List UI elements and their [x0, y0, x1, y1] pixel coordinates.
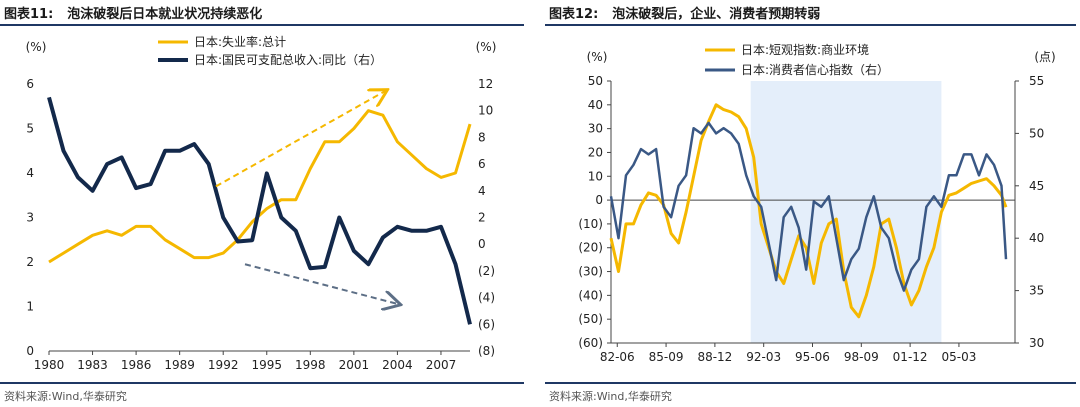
left-axis-unit: (%): [587, 50, 608, 64]
legend-label-income: 日本:国民可支配总收入:同比（右）: [194, 52, 382, 67]
y-left-tick-label: 30: [588, 122, 603, 136]
y-left-tick-label: (60): [578, 336, 603, 350]
x-tick-label: 1989: [164, 358, 195, 372]
left-axis-unit: (%): [26, 40, 47, 54]
y-left-tick-label: 20: [588, 145, 603, 159]
y-right-tick-label: 35: [1029, 284, 1044, 298]
trend-arrow-down: [244, 263, 399, 304]
y-right-tick-label: 50: [1029, 126, 1044, 140]
x-tick-label: 98-09: [844, 350, 879, 364]
x-tick-label: 2004: [382, 358, 413, 372]
y-right-tick-label: 2: [478, 211, 486, 225]
x-tick-label: 1998: [295, 358, 326, 372]
y-right-tick-label: 4: [478, 184, 486, 198]
x-tick-label: 92-03: [746, 350, 781, 364]
source-note: 资料来源:Wind,华泰研究: [4, 390, 127, 403]
legend-label-tankan: 日本:短观指数:商业环境: [741, 42, 869, 57]
legend-label-unemployment: 日本:失业率:总计: [194, 34, 286, 49]
right-axis-unit: (点): [1034, 50, 1055, 64]
x-tick-label: 2001: [339, 358, 370, 372]
x-tick-label: 85-09: [649, 350, 684, 364]
x-tick-label: 95-06: [795, 350, 830, 364]
y-left-tick-label: 0: [595, 193, 603, 207]
y-left-tick-label: 10: [588, 169, 603, 183]
chart-title-left: 图表11: 泡沫破裂后日本就业状况持续恶化: [4, 3, 262, 22]
x-tick-label: 1992: [208, 358, 239, 372]
legend-label-consumer: 日本:消费者信心指数（右）: [741, 62, 889, 77]
y-left-tick-label: (50): [578, 312, 603, 326]
chart-panel-right: 图表12: 泡沫破裂后，企业、消费者预期转弱 (%) (点) (60) (50) (40)…: [545, 0, 1080, 407]
x-tick-label: 1986: [121, 358, 152, 372]
y-left-tick-label: 2: [26, 255, 34, 269]
y-left-tick-label: (10): [578, 217, 603, 231]
y-left-tick-label: (40): [578, 288, 603, 302]
y-right-tick-label: 0: [478, 237, 486, 251]
series-line-tankan: [609, 103, 1008, 319]
y-left-tick-label: 3: [26, 211, 34, 225]
x-tick-label: 01-12: [893, 350, 928, 364]
chart-panel-left: 图表11: 泡沫破裂后日本就业状况持续恶化 (%) (%) 0 1 2 3 4 5 6 (8) (6)…: [0, 0, 528, 407]
x-tick-label: 82-06: [600, 350, 635, 364]
x-tick-label: 2007: [426, 358, 457, 372]
y-right-tick-label: (2): [478, 264, 495, 278]
chart-title-right: 图表12: 泡沫破裂后，企业、消费者预期转弱: [549, 3, 820, 22]
title-divider: [545, 24, 1076, 26]
y-left-tick-label: 4: [26, 166, 34, 180]
x-tick-label: 05-03: [941, 350, 976, 364]
source-divider: [545, 382, 1076, 384]
x-tick-label: 1995: [251, 358, 282, 372]
y-left-tick-label: (30): [578, 265, 603, 279]
figure-number: 图表12:: [549, 7, 599, 22]
figure-title: 泡沫破裂后日本就业状况持续恶化: [67, 7, 263, 22]
trend-arrow-up: [215, 91, 386, 188]
y-right-tick-label: 6: [478, 157, 486, 171]
y-right-tick-label: 55: [1029, 74, 1044, 88]
x-tick-label: 1980: [34, 358, 65, 372]
figure-number: 图表11:: [4, 7, 54, 22]
source-note: 资料来源:Wind,华泰研究: [549, 390, 672, 403]
source-divider: [0, 382, 524, 384]
tankan-consumer-confidence-chart: (%) (点) (60) (50) (40) (30) (20) (10) 0 10 20 30 40 5…: [578, 42, 1055, 364]
y-right-tick-label: 45: [1029, 179, 1044, 193]
right-axis-unit: (%): [476, 40, 497, 54]
series-line-unemployment: [48, 109, 472, 264]
y-right-tick-label: 40: [1029, 231, 1044, 245]
x-tick-label: 1983: [77, 358, 108, 372]
series-line-consumer: [609, 121, 1008, 292]
series-line-income: [47, 96, 472, 325]
y-right-tick-label: 8: [478, 130, 486, 144]
y-right-tick-label: (4): [478, 291, 495, 305]
y-left-tick-label: 0: [26, 344, 34, 358]
y-left-tick-label: 5: [26, 122, 34, 136]
y-left-tick-label: (20): [578, 241, 603, 255]
y-left-tick-label: 6: [26, 77, 34, 91]
y-right-tick-label: 12: [478, 77, 493, 91]
y-left-tick-label: 1: [26, 300, 34, 314]
title-divider: [0, 24, 524, 26]
figure-title: 泡沫破裂后，企业、消费者预期转弱: [612, 7, 821, 22]
y-right-tick-label: 30: [1029, 336, 1044, 350]
y-left-tick-label: 50: [588, 74, 603, 88]
y-left-tick-label: 40: [588, 98, 603, 112]
y-right-tick-label: (8): [478, 344, 495, 358]
y-right-tick-label: (6): [478, 317, 495, 331]
x-tick-label: 88-12: [697, 350, 732, 364]
y-right-tick-label: 10: [478, 104, 493, 118]
